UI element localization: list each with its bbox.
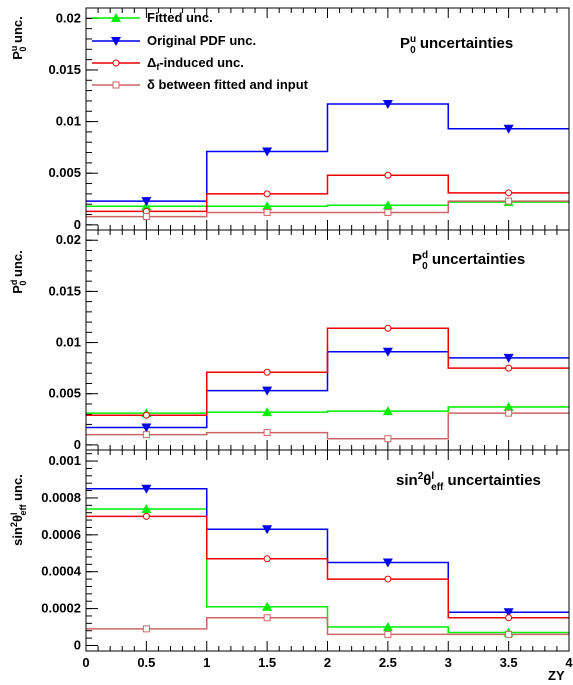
- p0u-ytick-label: 0: [74, 217, 81, 232]
- legend-item-delta-fitted-input: δ between fitted and input: [92, 77, 309, 92]
- p0d-ytick-label: 0.01: [56, 335, 81, 350]
- sin2theta-line-f-induced-unc: [86, 515, 569, 619]
- p0d-point-between-fitted-and-input: [263, 429, 271, 437]
- sin2theta-point-fitted-unc: [262, 601, 273, 611]
- sin2theta-ytick-label: 0.0002: [41, 601, 81, 616]
- sin2theta-point-f-induced-unc: [505, 614, 513, 622]
- p0u-point-original-pdf-unc: [141, 197, 152, 207]
- sin2theta-point-fitted-unc: [141, 504, 152, 514]
- sin2theta-point-f-induced-unc: [263, 555, 271, 563]
- svg-text:Δf-induced unc.: Δf-induced unc.: [147, 55, 244, 72]
- sin2theta-point-original-pdf-unc: [382, 558, 393, 568]
- p0u-point-f-induced-unc: [505, 189, 513, 197]
- x-tick-label: 1.5: [258, 655, 276, 670]
- p0u-point-between-fitted-and-input: [505, 197, 513, 205]
- panel-sin2theta: 0 0.0002 0.0004 0.0006 0.0008 0.001 0 0.5 1 1.5 2 2…: [9, 449, 573, 683]
- p0d-point-f-induced-unc: [263, 368, 271, 376]
- sin2theta-point-original-pdf-unc: [262, 525, 273, 535]
- p0d-point-f-induced-unc: [384, 324, 392, 332]
- sin2theta-ytick-label: 0.001: [48, 453, 81, 468]
- x-tick-label: 0: [82, 655, 89, 670]
- svg-text:Original PDF unc.: Original PDF unc.: [147, 33, 256, 48]
- p0u-ytick-label: 0.005: [48, 165, 81, 180]
- x-axis-label: ZY: [548, 668, 565, 683]
- p0u-point-original-pdf-unc: [262, 147, 273, 157]
- x-tick-label: 3.5: [500, 655, 518, 670]
- sin2theta-ytick-label: 0: [74, 637, 81, 652]
- p0u-point-fitted-unc: [382, 200, 393, 210]
- panel-p0d-title: Pd 0 uncertainties: [412, 250, 525, 272]
- panel-p0u: 0 0.005 0.01 0.015 0.02 Pu0 unc. Pu 0 uncerta…: [9, 7, 570, 232]
- sin2theta-point-between-fitted-and-input: [384, 630, 392, 638]
- p0d-point-fitted-unc: [382, 406, 393, 416]
- p0d-ytick-label: 0.015: [48, 283, 81, 298]
- p0u-ytick-label: 0.02: [56, 10, 81, 25]
- p0d-ytick-label: 0.005: [48, 386, 81, 401]
- legend-item-original-pdf: Original PDF unc.: [92, 33, 256, 48]
- sin2theta-point-between-fitted-and-input: [505, 630, 513, 638]
- p0d-ytick-label: 0: [74, 437, 81, 452]
- x-tick-label: 4: [565, 655, 573, 670]
- panel-sin2theta-ylabel: sin2θleff unc.: [9, 474, 28, 546]
- p0d-ytick-label: 0.02: [56, 232, 81, 247]
- sin2theta-point-f-induced-unc: [142, 512, 150, 520]
- legend-item-fitted: Fitted unc.: [92, 10, 213, 25]
- x-tick-label: 0.5: [137, 655, 155, 670]
- p0u-line-f-induced-unc: [86, 174, 569, 213]
- p0d-point-between-fitted-and-input: [505, 409, 513, 417]
- p0d-point-between-fitted-and-input: [142, 431, 150, 439]
- p0d-line-f-induced-unc: [86, 327, 569, 416]
- sin2theta-point-between-fitted-and-input: [263, 614, 271, 622]
- svg-text:Fitted unc.: Fitted unc.: [147, 10, 213, 25]
- panel-sin2theta-title: sin2θl eff uncertainties: [396, 471, 541, 493]
- p0u-line-original-pdf-unc: [86, 103, 569, 202]
- panel-p0u-ylabel: Pu0 unc.: [9, 16, 28, 60]
- p0d-point-f-induced-unc: [505, 364, 513, 372]
- x-tick-label: 3: [445, 655, 452, 670]
- sin2theta-point-original-pdf-unc: [141, 484, 152, 494]
- p0u-point-between-fitted-and-input: [384, 208, 392, 216]
- p0u-point-f-induced-unc: [384, 171, 392, 179]
- p0u-ytick-label: 0.015: [48, 62, 81, 77]
- p0d-point-fitted-unc: [262, 407, 273, 417]
- svg-text:δ between fitted and input: δ between fitted and input: [147, 77, 309, 92]
- p0d-line-between-fitted-and-input: [86, 412, 569, 440]
- p0u-ytick-label: 0.01: [56, 114, 81, 129]
- p0u-point-f-induced-unc: [263, 190, 271, 198]
- sin2theta-ytick-label: 0.0006: [41, 527, 81, 542]
- sin2theta-point-original-pdf-unc: [503, 608, 514, 618]
- p0d-point-fitted-unc: [503, 402, 514, 412]
- panel-p0u-title: Pu 0 uncertainties: [400, 34, 513, 56]
- panel-p0d: 0 0.005 0.01 0.015 0.02 Pd0 unc. Pd 0 uncerta…: [9, 229, 570, 452]
- panel-p0d-ylabel: Pd0 unc.: [9, 250, 28, 294]
- p0d-point-original-pdf-unc: [382, 347, 393, 357]
- sin2theta-ytick-label: 0.0004: [41, 564, 82, 579]
- sin2theta-point-fitted-unc: [382, 622, 393, 632]
- x-tick-label: 2: [324, 655, 331, 670]
- p0u-point-between-fitted-and-input: [142, 213, 150, 221]
- sin2theta-ytick-label: 0.0008: [41, 490, 81, 505]
- sin2theta-point-f-induced-unc: [384, 575, 392, 583]
- p0d-point-between-fitted-and-input: [384, 435, 392, 443]
- p0u-point-fitted-unc: [262, 201, 273, 211]
- sin2theta-line-between-fitted-and-input: [86, 617, 569, 636]
- p0d-point-original-pdf-unc: [262, 386, 273, 396]
- legend-item-delta-f: Δf-induced unc.: [92, 55, 244, 72]
- p0d-point-original-pdf-unc: [141, 423, 152, 433]
- p0u-point-original-pdf-unc: [503, 124, 514, 134]
- legend: Fitted unc. Original PDF unc. Δf-induced…: [92, 10, 309, 92]
- x-tick-label: 1: [203, 655, 210, 670]
- p0u-line-between-fitted-and-input: [86, 200, 569, 218]
- panel-sin2theta-frame: [85, 449, 570, 652]
- p0u-point-original-pdf-unc: [382, 100, 393, 110]
- sin2theta-point-between-fitted-and-input: [142, 625, 150, 633]
- p0d-point-f-induced-unc: [142, 411, 150, 419]
- x-tick-label: 2.5: [379, 655, 397, 670]
- p0d-point-original-pdf-unc: [503, 353, 514, 363]
- p0u-point-between-fitted-and-input: [263, 208, 271, 216]
